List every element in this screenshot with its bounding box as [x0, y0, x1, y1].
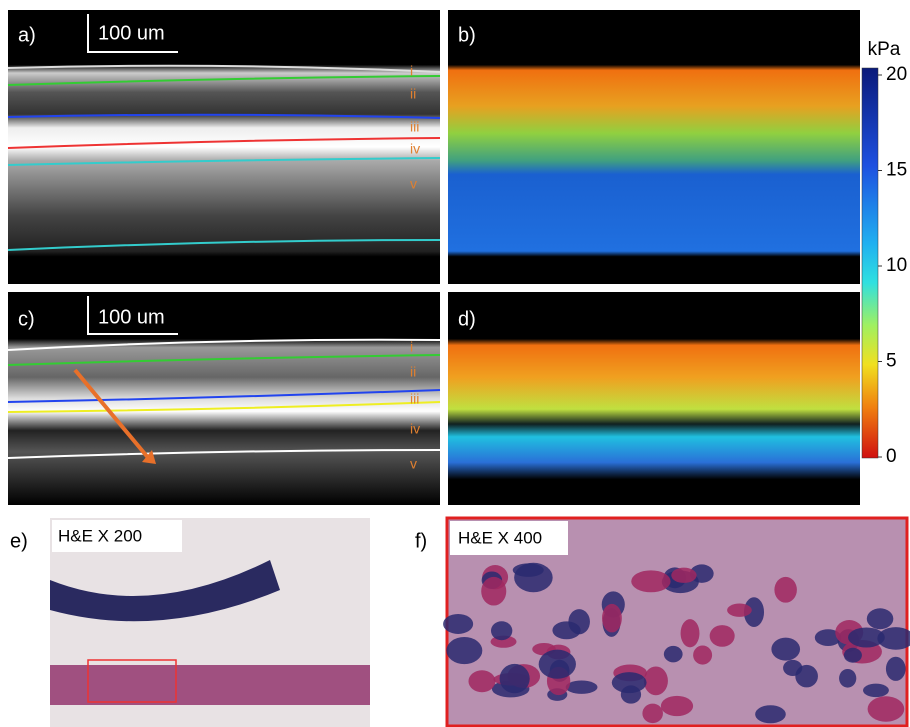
oct-image: [8, 292, 440, 505]
colorbar: [861, 67, 879, 459]
scale-bar: [87, 296, 178, 335]
cell: [660, 695, 694, 717]
tick-label: 0: [886, 446, 897, 467]
cell: [568, 609, 590, 635]
tick-label: 15: [886, 160, 907, 181]
caption: H&E X 200: [58, 526, 142, 545]
panel-label: c): [18, 308, 35, 330]
cell: [643, 666, 668, 696]
layer-label: ii: [410, 86, 416, 102]
layer-label: v: [410, 456, 417, 472]
cell: [755, 705, 786, 724]
cell: [512, 563, 544, 577]
layer-label: iv: [410, 141, 420, 157]
cell: [693, 645, 713, 665]
cell: [611, 672, 647, 694]
tick-label: 10: [886, 255, 907, 276]
tissue: [50, 665, 370, 705]
cell: [839, 668, 857, 688]
elastography-image: [448, 10, 860, 284]
cell: [709, 625, 735, 647]
layer-label: ii: [410, 364, 416, 380]
cell: [565, 680, 598, 694]
cell: [680, 619, 700, 648]
cell: [446, 636, 483, 665]
cell: [843, 647, 862, 663]
cell: [795, 664, 818, 688]
cell: [443, 613, 474, 634]
tissue: [50, 560, 280, 622]
cell: [689, 564, 714, 583]
cell: [602, 603, 622, 633]
zoom-box: [87, 659, 177, 703]
cell: [481, 576, 507, 606]
cell: [866, 608, 894, 630]
caption-box: [450, 521, 568, 555]
layer-label: i: [410, 339, 413, 355]
panel-label: b): [458, 24, 476, 46]
oct-image: [8, 10, 440, 284]
cell: [620, 685, 642, 704]
layer-label: iii: [410, 391, 419, 407]
cell: [538, 649, 576, 679]
panel-label: d): [458, 308, 476, 330]
layer-label: iii: [410, 119, 419, 135]
boundaries: [7, 64, 441, 459]
scale-label: 100 um: [98, 22, 165, 44]
caption-box: [52, 520, 182, 552]
cell: [468, 670, 496, 693]
cell: [771, 637, 801, 661]
panel-label: a): [18, 24, 36, 46]
cell: [877, 627, 910, 650]
cell: [774, 576, 797, 603]
cell: [743, 597, 765, 627]
scale-label: 100 um: [98, 306, 165, 328]
cell: [490, 621, 513, 641]
layer-label: v: [410, 176, 417, 192]
panel-label: e): [10, 530, 28, 552]
elastography-image: [448, 292, 860, 505]
scale-bar: [87, 14, 178, 53]
cell: [671, 567, 697, 583]
cell: [885, 656, 906, 681]
cell: [499, 663, 530, 694]
panel-label: f): [415, 530, 427, 552]
caption: H&E X 400: [458, 528, 542, 547]
tick-label: 20: [886, 64, 907, 85]
cell: [863, 683, 889, 698]
colorbar-unit: kPa: [868, 39, 901, 60]
cell: [814, 629, 842, 646]
layer-label: i: [410, 63, 413, 79]
cell: [727, 603, 752, 617]
layer-label: iv: [410, 421, 420, 437]
arrow-head: [142, 450, 156, 464]
cell: [642, 703, 663, 724]
cell: [867, 696, 905, 722]
cell: [848, 627, 885, 648]
tick-label: 5: [886, 351, 897, 372]
cell: [663, 645, 683, 663]
cell: [631, 570, 671, 593]
arrow: [73, 368, 152, 462]
